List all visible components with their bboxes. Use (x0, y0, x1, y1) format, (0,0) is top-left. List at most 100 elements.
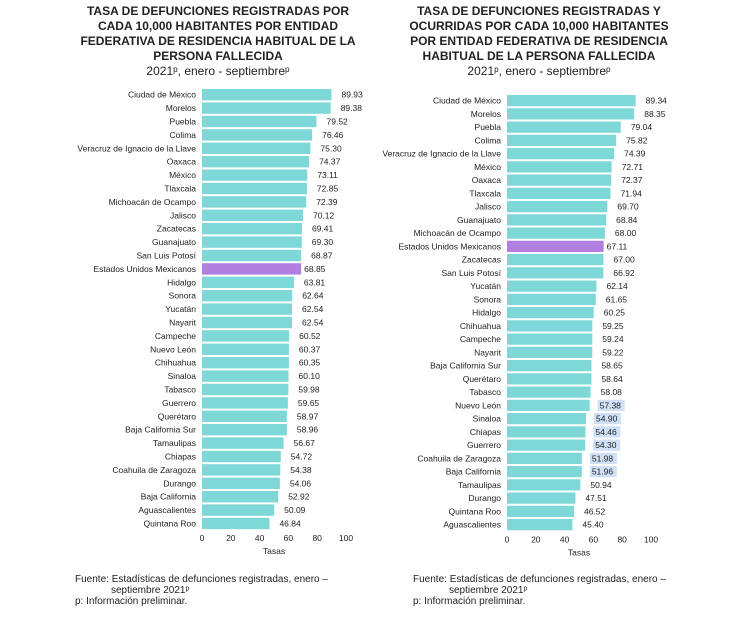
right-value-label: 47.51 (585, 493, 607, 503)
left-value-label: 89.93 (341, 90, 363, 100)
right-category-label: Baja California Sur (430, 361, 501, 371)
left-subtitle: 2021ᵖ, enero - septiembreᵖ (146, 64, 290, 78)
left-category-label: México (169, 170, 196, 180)
right-value-label: 79.04 (631, 122, 653, 132)
left-chart-title: TASA DE DEFUNCIONES REGISTRADAS POR CADA… (72, 4, 364, 79)
left-category-label: Estados Unidos Mexicanos (93, 264, 196, 274)
left-category-label: Morelos (166, 103, 196, 113)
left-value-label: 60.52 (299, 331, 321, 341)
right-value-selection (589, 452, 617, 464)
left-value-label: 59.98 (298, 385, 320, 395)
right-value-label: 69.70 (617, 202, 639, 212)
left-bar (202, 102, 331, 114)
right-value-label: 68.00 (615, 228, 637, 238)
left-category-label: Tlaxcala (164, 184, 196, 194)
right-category-label: Puebla (475, 122, 502, 132)
left-value-label: 75.30 (320, 143, 342, 153)
right-category-label: Michoacán de Ocampo (414, 228, 502, 238)
left-bar (202, 397, 288, 409)
left-bar (202, 129, 313, 141)
left-bar (202, 517, 270, 530)
left-footer: Fuente: Estadísticas de defunciones regi… (75, 574, 328, 607)
left-value-label: 54.38 (290, 465, 312, 475)
right-value-label: 72.37 (621, 175, 643, 185)
right-category-label: Estados Unidos Mexicanos (398, 241, 501, 251)
right-footer: Fuente: Estadísticas de defunciones regi… (413, 574, 666, 607)
right-value-selection (594, 413, 622, 425)
left-category-label: Michoacán de Ocampo (109, 197, 197, 207)
left-note: p: Información preliminar. (75, 596, 188, 607)
left-value-label: 76.46 (322, 130, 344, 140)
right-bar (507, 479, 581, 491)
right-category-label: Tabasco (469, 387, 501, 397)
right-category-label: San Luis Potosí (441, 268, 501, 278)
left-bar (202, 196, 307, 208)
left-category-label: Yucatán (165, 304, 196, 314)
right-source-cont: septiembre 2021ᵖ (449, 585, 528, 596)
left-category-label: Veracruz de Ignacio de la Llave (77, 143, 196, 153)
left-value-label: 70.12 (313, 210, 335, 220)
right-value-selection (589, 466, 617, 478)
left-x-tick: 20 (226, 533, 236, 543)
right-category-label: Hidalgo (472, 308, 501, 318)
left-value-label: 69.30 (312, 237, 334, 247)
left-source: Fuente: Estadísticas de defunciones regi… (75, 574, 328, 585)
left-category-label: Oaxaca (167, 157, 197, 167)
right-value-label: 75.82 (626, 135, 648, 145)
left-value-label: 62.54 (302, 304, 324, 314)
right-category-label: Yucatán (470, 281, 501, 291)
left-category-label: San Luis Potosí (136, 251, 196, 261)
right-value-label: 58.08 (601, 387, 623, 397)
left-bar (202, 89, 332, 101)
left-x-tick: 60 (284, 533, 294, 543)
right-bar (507, 519, 573, 531)
left-bar (202, 263, 302, 275)
left-category-label: Campeche (155, 331, 196, 341)
left-bar (202, 249, 302, 262)
right-bar (507, 320, 593, 332)
left-category-label: Ciudad de México (128, 90, 196, 100)
right-category-label: Jalisco (475, 202, 501, 212)
right-category-label: Durango (468, 493, 501, 503)
left-value-label: 52.92 (288, 492, 310, 502)
right-category-label: Coahuila de Zaragoza (417, 453, 501, 463)
left-category-label: Tabasco (164, 385, 196, 395)
right-value-selection (597, 399, 625, 411)
left-bar (202, 410, 287, 422)
left-value-label: 74.37 (319, 157, 341, 167)
left-bar (202, 357, 289, 369)
left-bar (202, 182, 307, 195)
right-value-label: 62.14 (606, 281, 628, 291)
right-source: Fuente: Estadísticas de defunciones regi… (413, 574, 666, 585)
right-category-label: Tlaxcala (469, 188, 501, 198)
right-category-label: Aguascalientes (443, 520, 501, 530)
right-category-label: Ciudad de México (433, 96, 501, 106)
right-bar (507, 227, 605, 239)
left-value-label: 56.67 (294, 438, 316, 448)
left-value-label: 50.09 (284, 505, 306, 515)
right-value-label: 59.22 (602, 347, 624, 357)
left-category-label: Baja California (141, 492, 197, 502)
left-value-label: 46.84 (279, 519, 301, 529)
right-bar (507, 346, 593, 358)
left-category-label: Quintana Roo (144, 519, 197, 529)
right-bar (507, 492, 576, 504)
right-category-label: Querétaro (463, 374, 502, 384)
right-bar (507, 293, 596, 305)
right-category-label: Guerrero (467, 440, 501, 450)
left-bar (202, 437, 284, 449)
left-bar (202, 276, 294, 288)
right-bar (507, 240, 604, 252)
left-value-label: 54.06 (290, 478, 312, 488)
left-source-cont: septiembre 2021ᵖ (111, 585, 190, 596)
right-value-label: 54.46 (595, 427, 617, 437)
right-value-selection (593, 426, 621, 438)
right-title-text: TASA DE DEFUNCIONES REGISTRADAS Y OCURRI… (409, 4, 669, 63)
right-category-label: México (474, 162, 501, 172)
left-value-label: 79.52 (327, 117, 349, 127)
left-category-label: Sinaloa (168, 371, 197, 381)
right-bar (507, 399, 590, 411)
right-bar (507, 386, 591, 398)
left-category-label: Puebla (170, 117, 197, 127)
right-bar (507, 201, 608, 213)
